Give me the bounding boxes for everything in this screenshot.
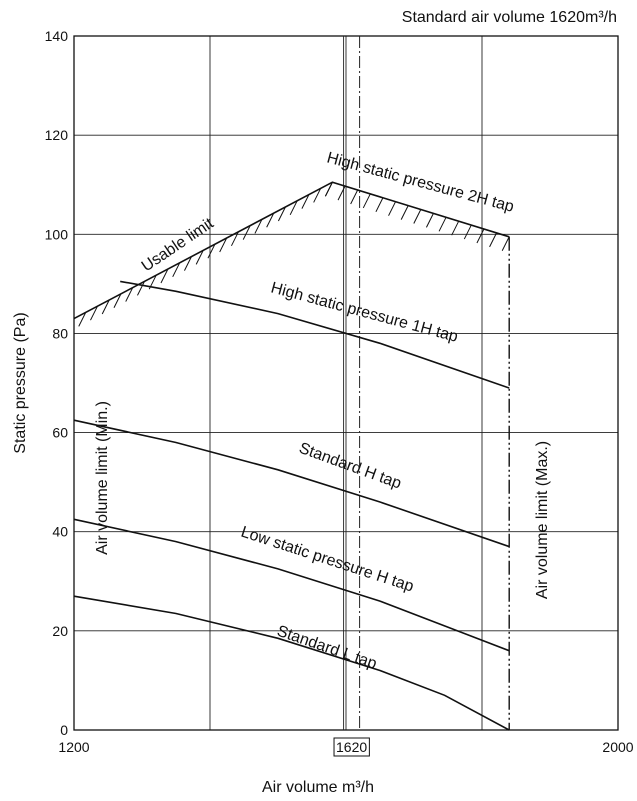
series-usable-limit	[73, 181, 510, 320]
hatch-mark	[413, 209, 422, 224]
x-tick-labels: 1200 1620 2000	[58, 737, 634, 757]
hatch-mark	[501, 236, 510, 251]
hatch-mark	[137, 281, 145, 296]
series-low-static-h-tap	[73, 518, 510, 652]
hatch-mark	[463, 224, 472, 240]
label-air-volume-max: Air volume limit (Max.)	[534, 441, 551, 599]
hatch-mark	[313, 188, 322, 203]
hatch-mark	[125, 287, 134, 302]
label-standard-h-tap: Standard H tap	[297, 440, 404, 493]
hatch-mark	[375, 197, 384, 213]
hatch-mark	[207, 243, 216, 259]
x-tick-label: 1200	[58, 739, 89, 755]
hatch-mark	[230, 231, 239, 247]
chart-title: Standard air volume 1620m³/h	[402, 9, 617, 26]
hatch-mark	[113, 293, 122, 308]
hatch-mark	[350, 189, 359, 205]
x-axis-label: Air volume m³/h	[262, 779, 374, 796]
hatch-mark	[172, 262, 181, 278]
label-2h-tap: High static pressure 2H tap	[325, 149, 516, 215]
x-tick-label: 2000	[602, 739, 633, 755]
y-tick-label: 60	[52, 425, 68, 441]
plot-frame	[73, 35, 619, 731]
hatch-mark	[289, 200, 298, 216]
hatch-mark	[90, 305, 98, 321]
hatch-mark	[489, 232, 498, 248]
hatch-mark	[324, 182, 333, 197]
hatch-mark	[266, 212, 275, 228]
hatch-mark	[184, 256, 192, 271]
hatch-mark	[74, 318, 75, 320]
label-standard-l-tap: Standard L tap	[275, 623, 379, 673]
hatch-mark	[400, 205, 409, 220]
y-tick-labels: 0 20 40 60 80 100 120 140	[45, 28, 69, 738]
y-tick-label: 0	[60, 722, 68, 738]
standard-value-box	[333, 737, 370, 757]
hatch-mark	[101, 299, 110, 315]
y-tick-label: 40	[52, 524, 68, 540]
y-tick-label: 140	[45, 28, 69, 44]
hatch-mark	[195, 250, 204, 265]
y-tick-label: 20	[52, 623, 68, 639]
y-tick-label: 100	[45, 226, 69, 242]
y-tick-label: 80	[52, 325, 68, 341]
fan-curves	[73, 181, 510, 731]
hatch-mark	[337, 185, 346, 201]
hatch-mark	[425, 213, 434, 228]
hatch-mark	[78, 312, 87, 327]
hatch-mark	[242, 225, 251, 240]
hatch-mark	[451, 220, 460, 236]
y-tick-label: 120	[45, 127, 69, 143]
hatch-mark	[362, 193, 371, 209]
hatch-mark	[254, 219, 263, 234]
standard-air-volume-lines	[343, 36, 361, 730]
x-tick-label-standard: 1620	[336, 739, 367, 755]
y-axis-label: Static pressure (Pa)	[12, 312, 29, 453]
hatch-mark	[476, 228, 485, 244]
hatch-mark	[219, 237, 228, 253]
label-air-volume-min: Air volume limit (Min.)	[94, 401, 111, 555]
hatch-mark	[388, 201, 396, 216]
series-1h-tap	[120, 280, 510, 389]
hatch-mark	[277, 206, 286, 222]
series-standard-h-tap	[73, 419, 510, 548]
hatch-mark	[438, 217, 447, 232]
series-standard-l-tap	[73, 595, 510, 731]
hatch-mark	[160, 268, 169, 284]
hatch-mark	[301, 194, 310, 209]
label-1h-tap: High static pressure 1H tap	[269, 279, 460, 345]
grid-lines	[73, 35, 619, 731]
